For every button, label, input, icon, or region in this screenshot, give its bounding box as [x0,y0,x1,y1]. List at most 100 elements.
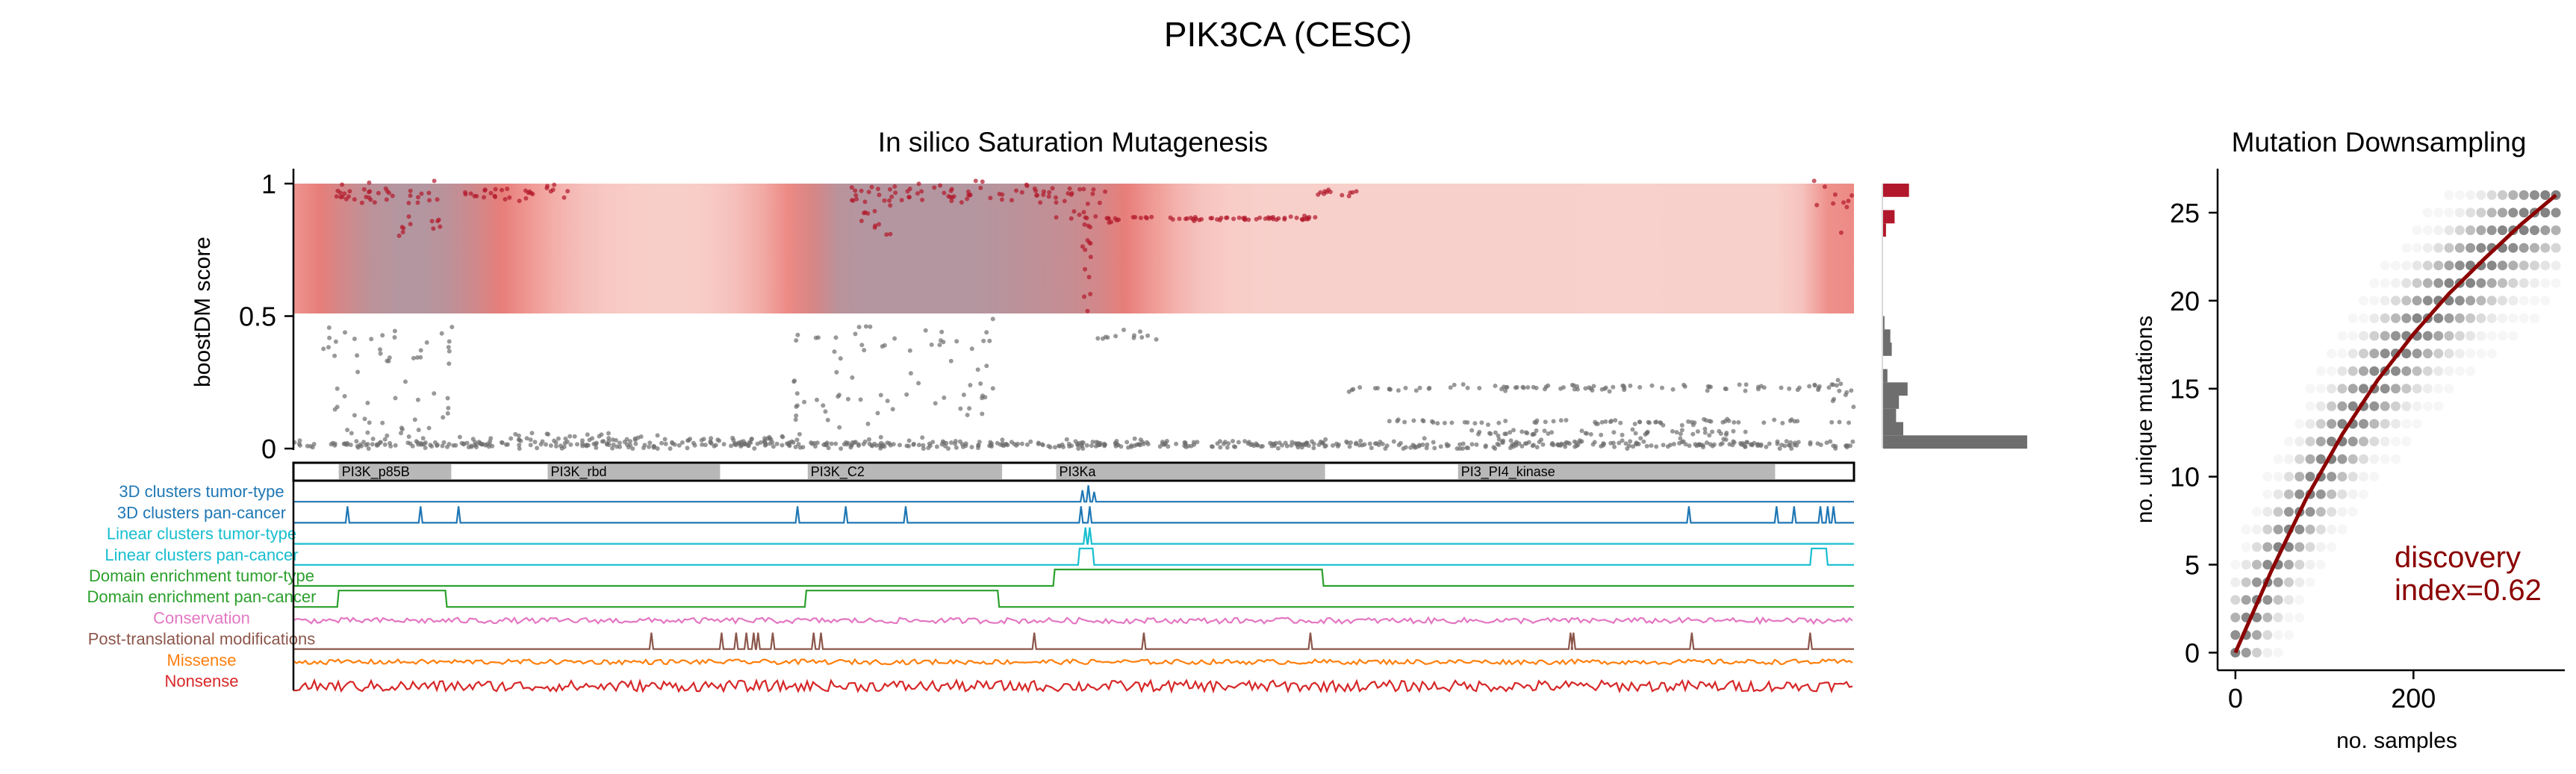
passenger-point [1139,335,1145,340]
domain-label: PI3Ka [1060,464,1097,479]
downsampling-point [2327,419,2337,429]
driver-point [1050,186,1055,191]
downsampling-point [2530,260,2539,271]
passenger-point [659,440,665,446]
passenger-point [965,413,970,417]
downsampling-point [2327,437,2337,446]
downsampling-point [2401,366,2412,376]
downsampling-point [2508,296,2519,306]
driver-point [1831,201,1836,206]
passenger-point [441,440,447,445]
driver-point [438,224,443,229]
driver-point [1219,216,1224,220]
downsampling-point [2540,243,2551,253]
passenger-point [424,340,429,345]
passenger-point [380,420,385,425]
passenger-point [1767,441,1772,446]
passenger-point [490,443,495,449]
driver-point [431,226,436,231]
downsampling-point [2337,366,2348,376]
driver-point [1035,193,1040,198]
driver-point [343,196,349,202]
downsampling-point [2283,630,2294,640]
passenger-point [813,335,818,340]
downsampling-ytick-label: 10 [2170,462,2200,493]
passenger-point [1645,429,1650,434]
passenger-point [1174,441,1179,446]
downsampling-point [2380,437,2390,446]
downsampling-point [2327,524,2337,534]
passenger-point [858,397,863,402]
downsampling-ytick-label: 15 [2170,374,2200,405]
passenger-point [1782,443,1788,449]
passenger-point [355,369,361,375]
passenger-point [1530,432,1535,437]
downsampling-point [2295,437,2305,446]
passenger-point [1646,420,1652,425]
passenger-point [1574,443,1579,449]
passenger-point [378,347,382,352]
feature-track-line [293,527,1854,545]
passenger-point [1195,440,1200,445]
driver-point [849,185,854,190]
passenger-point [385,358,390,363]
passenger-point [1704,418,1708,423]
passenger-point [563,436,568,441]
passenger-point [1522,441,1528,446]
passenger-point [1160,441,1165,446]
passenger-point [365,400,370,405]
passenger-point [709,436,714,441]
passenger-point [1358,438,1363,443]
passenger-point [1687,443,1692,449]
passenger-point [1093,443,1098,449]
driver-point [1844,205,1849,210]
downsampling-point [2380,296,2390,306]
downsampling-point [2476,313,2486,323]
passenger-point [518,438,523,443]
passenger-point [1786,443,1791,448]
domain-box [1056,464,1325,479]
passenger-point [345,428,350,432]
downsampling-point [2262,612,2273,622]
domain-box [807,464,1003,479]
driver-point [866,190,871,195]
downsampling-point [2444,190,2454,200]
downsampling-point [2327,507,2337,517]
downsampling-point [2401,384,2412,394]
domain-box [1457,464,1776,479]
downsampling-panel: Mutation Downsampling 0 200 0 5 10 15 20 25 no… [2132,127,2565,753]
passenger-point [1360,443,1365,448]
passenger-point [1808,442,1813,447]
downsampling-point [2380,384,2390,394]
downsampling-point [2348,437,2358,446]
histogram-bar [1883,382,1908,396]
downsampling-point [2348,401,2358,411]
passenger-point [418,348,423,353]
driver-point [1257,215,1263,220]
driver-point [1038,200,1043,205]
downsampling-point [2508,260,2519,271]
driver-point [429,219,435,224]
passenger-point [1690,431,1696,437]
passenger-point [606,443,612,447]
passenger-point [961,393,966,397]
downsampling-point [2337,472,2348,482]
feature-track-label: Post-translational modifications [88,630,315,649]
downsampling-point [2433,313,2444,323]
passenger-point [1563,444,1568,449]
passenger-point [1024,442,1030,447]
passenger-point [1627,443,1631,449]
feature-track-label: Missense [167,651,237,670]
passenger-point [606,431,611,436]
driver-point [920,197,925,202]
passenger-point [529,431,535,436]
passenger-point [1653,419,1658,425]
passenger-point [1607,389,1612,394]
passenger-point [1583,386,1588,391]
downsampling-point [2498,313,2507,323]
passenger-point [439,331,444,336]
passenger-point [1311,446,1316,451]
downsampling-point [2486,331,2497,341]
passenger-point [1654,444,1659,449]
feature-track-label: 3D clusters tumor-type [119,482,284,501]
